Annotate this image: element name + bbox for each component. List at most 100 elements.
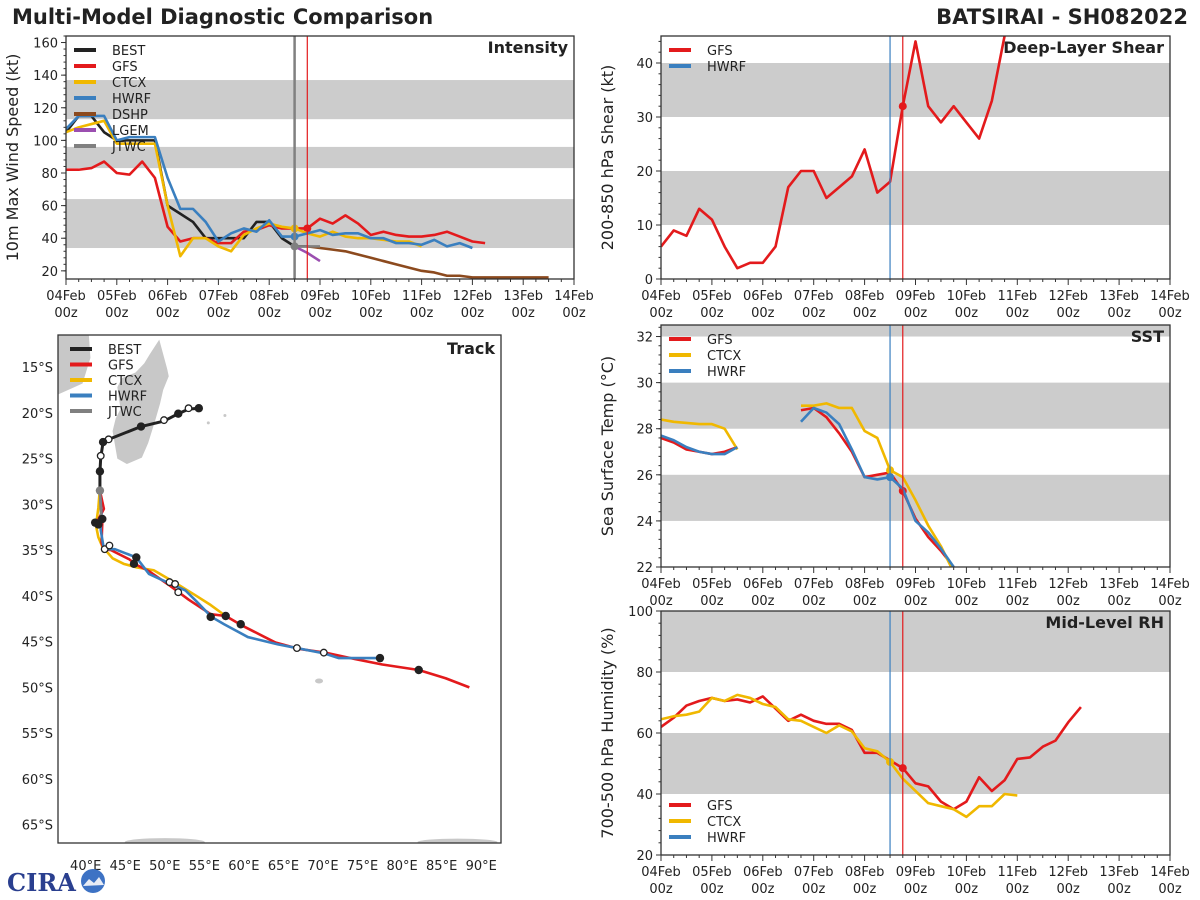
rh-band — [661, 611, 1170, 672]
sst-xtick-label-hour: 00z — [1107, 594, 1131, 609]
sst-xtick-label: 05Feb — [692, 577, 732, 592]
track-point-hwrf — [90, 518, 100, 527]
intensity-xtick-label-hour: 00z — [54, 306, 78, 321]
track-legend-label-jtwc: JTWC — [107, 405, 142, 420]
intensity-band — [66, 146, 574, 169]
track-legend-label-hwrf: HWRF — [108, 390, 147, 405]
track-point-hwrf — [375, 653, 385, 663]
track-line-gfs — [96, 490, 470, 689]
track-title: Track — [447, 339, 495, 358]
intensity-series-dshp — [307, 245, 549, 279]
sst-title: SST — [1131, 327, 1164, 346]
sst-xtick-label-hour: 00z — [751, 594, 775, 609]
rh-series-ctcx — [661, 693, 1018, 819]
rh-xtick-label-hour: 00z — [1057, 882, 1081, 897]
shear-xtick-label: 05Feb — [692, 289, 732, 304]
track-point-gfs — [236, 620, 245, 629]
rh-xtick-label: 14Feb — [1150, 865, 1190, 880]
shear-ytick-label: 30 — [636, 111, 653, 126]
rh-xtick-label-hour: 00z — [904, 882, 928, 897]
shear-xtick-label: 13Feb — [1099, 289, 1139, 304]
track-line-best — [98, 406, 199, 491]
shear-chart: 0 10 20 30 40 04Feb 00z 05Feb 00z 06Feb 00z 07Feb 00… — [598, 35, 1190, 321]
sst-band — [661, 382, 1170, 429]
shear-xtick-label-hour: 00z — [1158, 306, 1182, 321]
reunion-land — [206, 421, 210, 425]
shear-xtick-label: 09Feb — [896, 289, 936, 304]
track-point-hwrf — [174, 588, 183, 597]
cira-logo: CIRA — [7, 868, 105, 896]
rh-legend-label-ctcx: CTCX — [707, 815, 741, 830]
intensity-ytick-label: 120 — [33, 102, 58, 117]
intensity-xtick-label-hour: 00z — [359, 306, 383, 321]
shear-ytick-label: 20 — [636, 165, 653, 180]
intensity-legend-label-hwrf: HWRF — [112, 92, 151, 107]
sst-xtick-label-hour: 00z — [802, 594, 826, 609]
track-frame — [57, 334, 502, 844]
intensity-xtick-label-hour: 00z — [156, 306, 180, 321]
intensity-title: Intensity — [488, 38, 569, 57]
sst-xtick-label-hour: 00z — [904, 594, 928, 609]
intensity-ytick-label: 40 — [41, 232, 58, 247]
shear-xtick-label: 04Feb — [641, 289, 681, 304]
track-xtick-label: 75°E — [347, 859, 378, 874]
shear-xtick-label: 12Feb — [1048, 289, 1088, 304]
track-ytick-label: 45°S — [22, 636, 53, 651]
shear-xtick-label: 14Feb — [1150, 289, 1190, 304]
track-legend-label-gfs: GFS — [108, 359, 134, 374]
sst-xtick-label-hour: 00z — [1158, 594, 1182, 609]
sst-xtick-label-hour: 00z — [1057, 594, 1081, 609]
intensity-series-ctcx — [66, 119, 423, 258]
sst-xtick-label: 13Feb — [1099, 577, 1139, 592]
rh-chart: 20 40 60 80 100 04Feb 00z 05Feb 00z 06Feb 00z 07Feb… — [598, 605, 1190, 897]
mauritius-land — [223, 414, 227, 418]
rh-ytick-label: 20 — [636, 849, 653, 864]
sst-ylabel: Sea Surface Temp (°C) — [598, 356, 617, 536]
intensity-ytick-label: 100 — [33, 134, 58, 149]
sst-legend-label-ctcx: CTCX — [707, 349, 741, 364]
shear-band — [661, 171, 1170, 225]
rh-xtick-label: 06Feb — [743, 865, 783, 880]
shear-xtick-label-hour: 00z — [904, 306, 928, 321]
track-point-gfs — [221, 611, 230, 621]
track-line-hwrf — [98, 490, 380, 660]
track-point-hwrf — [98, 514, 107, 524]
intensity-legend-label-best: BEST — [112, 44, 145, 59]
cira-logo-text: CIRA — [7, 868, 76, 896]
intensity-ytick-label: 140 — [33, 69, 58, 84]
rh-legend-label-hwrf: HWRF — [707, 831, 746, 846]
shear-legend-label-hwrf: HWRF — [707, 60, 746, 75]
rh-xtick-label-hour: 00z — [802, 882, 826, 897]
intensity-xtick-label: 06Feb — [148, 289, 188, 304]
rh-xtick-label-hour: 00z — [649, 882, 673, 897]
rh-band — [661, 733, 1170, 794]
shear-xtick-label: 08Feb — [845, 289, 885, 304]
sst-legend-label-hwrf: HWRF — [707, 365, 746, 380]
cira-logo-globe-icon — [81, 869, 105, 893]
track-point-best — [95, 467, 105, 476]
sst-ytick-label: 32 — [636, 331, 653, 346]
sst-xtick-label: 07Feb — [794, 577, 834, 592]
track-ytick-label: 40°S — [22, 590, 53, 605]
shear-ylabel: 200-850 hPa Shear (kt) — [598, 65, 617, 251]
shear-xtick-label-hour: 00z — [700, 306, 724, 321]
rh-ytick-label: 100 — [628, 605, 653, 620]
track-point-hwrf — [292, 644, 301, 652]
antarctica-land — [124, 838, 205, 843]
track-xtick-label: 60°E — [228, 859, 259, 874]
sst-legend-label-gfs: GFS — [707, 333, 733, 348]
rh-xtick-label-hour: 00z — [955, 882, 979, 897]
sst-xtick-label: 06Feb — [743, 577, 783, 592]
shear-title: Deep-Layer Shear — [1003, 38, 1164, 57]
kerguelen-land — [315, 678, 324, 684]
intensity-xtick-label: 05Feb — [97, 289, 137, 304]
shear-xtick-label: 06Feb — [743, 289, 783, 304]
intensity-legend-label-ctcx: CTCX — [112, 76, 146, 91]
shear-ytick-label: 0 — [645, 273, 653, 288]
sst-ytick-label: 28 — [636, 423, 653, 438]
track-xtick-label: 65°E — [268, 859, 299, 874]
intensity-xtick-label-hour: 00z — [207, 306, 231, 321]
track-point-hwrf — [206, 612, 215, 622]
track-legend-label-best: BEST — [108, 343, 141, 358]
